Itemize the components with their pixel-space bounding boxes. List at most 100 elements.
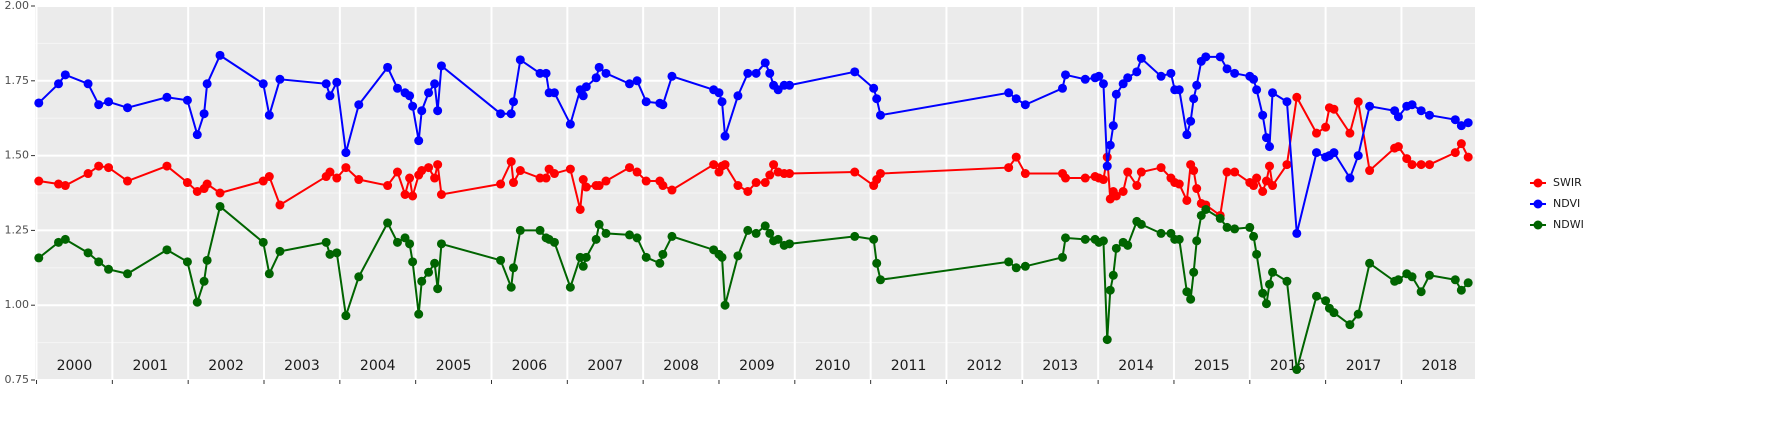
point — [515, 166, 525, 176]
point — [332, 77, 342, 87]
point — [1365, 258, 1375, 268]
point — [123, 103, 133, 113]
point — [1105, 140, 1115, 150]
point — [1456, 139, 1466, 149]
point — [162, 161, 172, 171]
point — [743, 225, 753, 235]
point — [751, 68, 761, 78]
point — [1011, 263, 1021, 273]
point — [1186, 294, 1196, 304]
point — [1463, 278, 1473, 288]
point — [1252, 173, 1262, 183]
point — [625, 79, 635, 89]
point — [1353, 309, 1363, 319]
point — [104, 97, 114, 107]
point — [667, 185, 677, 195]
point — [785, 169, 795, 179]
point — [104, 163, 114, 173]
point — [760, 58, 770, 68]
point — [594, 62, 604, 72]
point — [549, 88, 559, 98]
point — [83, 248, 93, 258]
point — [594, 181, 604, 191]
point — [1312, 128, 1322, 138]
year-label: 2010 — [815, 358, 851, 374]
y-tick-label: 1.00 — [5, 298, 30, 311]
point — [1108, 121, 1118, 131]
year-label: 2001 — [132, 358, 168, 374]
point — [625, 163, 635, 173]
point — [581, 182, 591, 192]
point — [1182, 287, 1192, 297]
point — [765, 228, 775, 238]
point — [720, 160, 730, 170]
point — [535, 225, 545, 235]
point — [1201, 52, 1211, 62]
point — [1136, 219, 1146, 229]
point — [743, 68, 753, 78]
point — [1215, 52, 1225, 62]
point — [1080, 74, 1090, 84]
point — [182, 95, 192, 105]
point — [405, 239, 415, 249]
point — [1192, 80, 1202, 90]
point — [202, 255, 212, 265]
point — [578, 91, 588, 101]
year-label: 2008 — [663, 358, 699, 374]
point — [1265, 161, 1275, 171]
point — [720, 131, 730, 141]
legend-label: NDWI — [1553, 218, 1584, 231]
point — [1098, 79, 1108, 89]
point — [1222, 222, 1232, 232]
point — [414, 309, 424, 319]
point — [1268, 267, 1278, 277]
point — [1282, 160, 1292, 170]
point — [34, 98, 44, 108]
point — [578, 175, 588, 185]
point — [275, 246, 285, 256]
point — [1011, 152, 1021, 162]
point — [354, 100, 364, 110]
point — [1292, 92, 1302, 102]
point — [1282, 276, 1292, 286]
point — [192, 187, 202, 197]
point — [717, 97, 727, 107]
point — [383, 62, 393, 72]
point — [1020, 261, 1030, 271]
point — [1182, 195, 1192, 205]
year-label: 2003 — [284, 358, 320, 374]
point — [1321, 296, 1331, 306]
point — [424, 267, 434, 277]
point — [192, 130, 202, 140]
point — [264, 110, 274, 120]
point — [508, 178, 518, 188]
point — [1252, 85, 1262, 95]
year-label: 2015 — [1194, 358, 1230, 374]
legend-marker — [1533, 178, 1543, 188]
point — [430, 173, 440, 183]
point — [60, 70, 70, 80]
point — [1416, 160, 1426, 170]
point — [760, 178, 770, 188]
y-tick-label: 1.75 — [5, 74, 30, 87]
year-label: 2005 — [436, 358, 472, 374]
point — [1118, 187, 1128, 197]
point — [1252, 249, 1262, 259]
point — [1463, 152, 1473, 162]
point — [875, 275, 885, 285]
point — [1222, 167, 1232, 177]
point — [1329, 148, 1339, 158]
point — [1004, 163, 1014, 173]
point — [1230, 68, 1240, 78]
point — [264, 269, 274, 279]
point — [1004, 257, 1014, 267]
point — [1312, 291, 1322, 301]
point — [1425, 160, 1435, 170]
point — [1329, 104, 1339, 114]
point — [872, 258, 882, 268]
point — [601, 176, 611, 186]
point — [332, 173, 342, 183]
point — [632, 76, 642, 86]
point — [1166, 68, 1176, 78]
